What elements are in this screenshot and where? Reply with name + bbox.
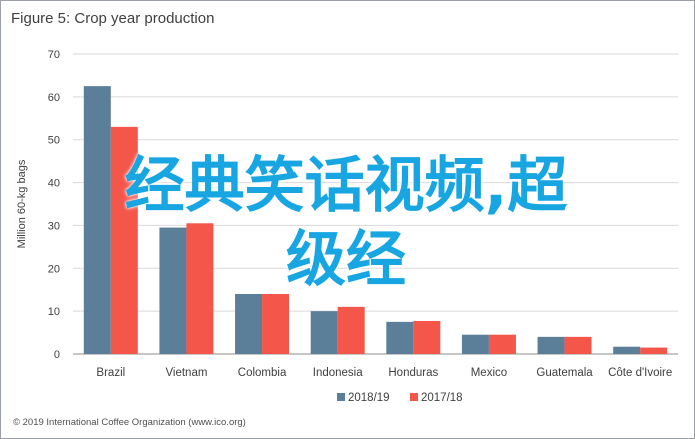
y-tick-label: 50 <box>48 135 60 147</box>
x-tick-label: Vietnam <box>165 367 207 379</box>
bar-series-1 <box>613 346 641 354</box>
bar-series-2 <box>564 336 592 354</box>
y-tick-label: 70 <box>48 49 60 61</box>
y-tick-label: 0 <box>54 349 60 361</box>
bar-series-2 <box>186 223 214 354</box>
bar-series-1 <box>83 86 111 355</box>
legend-swatch <box>410 393 418 401</box>
y-tick-label: 60 <box>48 92 60 104</box>
bar-series-1 <box>386 321 414 354</box>
bar-series-1 <box>461 334 489 354</box>
footer-credit: © 2019 International Coffee Organization… <box>13 417 246 428</box>
bar-series-2 <box>337 306 365 354</box>
x-tick-label: Honduras <box>388 367 438 379</box>
bar-series-2 <box>488 334 516 354</box>
x-tick-label: Côte d'Ivoire <box>608 367 672 379</box>
legend-label: 2018/19 <box>348 392 390 404</box>
y-tick-label: 40 <box>48 178 60 190</box>
y-tick-label: 20 <box>48 263 60 275</box>
x-tick-label: Mexico <box>471 367 507 379</box>
figure-title: Figure 5: Crop year production <box>11 10 215 27</box>
x-tick-label: Guatemala <box>536 367 593 379</box>
y-axis-label: Million 60-kg bags <box>16 159 28 248</box>
bar-series-2 <box>640 347 668 354</box>
bar-series-2 <box>413 321 441 354</box>
y-tick-label: 30 <box>48 220 60 232</box>
legend-label: 2017/18 <box>421 392 463 404</box>
bar-series-1 <box>537 336 565 354</box>
bar-series-1 <box>159 227 187 354</box>
x-tick-label: Colombia <box>238 367 287 379</box>
y-tick-label: 10 <box>48 306 60 318</box>
bar-series-2 <box>262 294 290 354</box>
x-tick-label: Brazil <box>96 367 125 379</box>
x-tick-label: Indonesia <box>313 367 363 379</box>
legend-swatch <box>337 393 345 401</box>
bar-series-2 <box>110 126 138 354</box>
bar-series-1 <box>310 311 338 354</box>
bar-series-1 <box>235 294 263 354</box>
